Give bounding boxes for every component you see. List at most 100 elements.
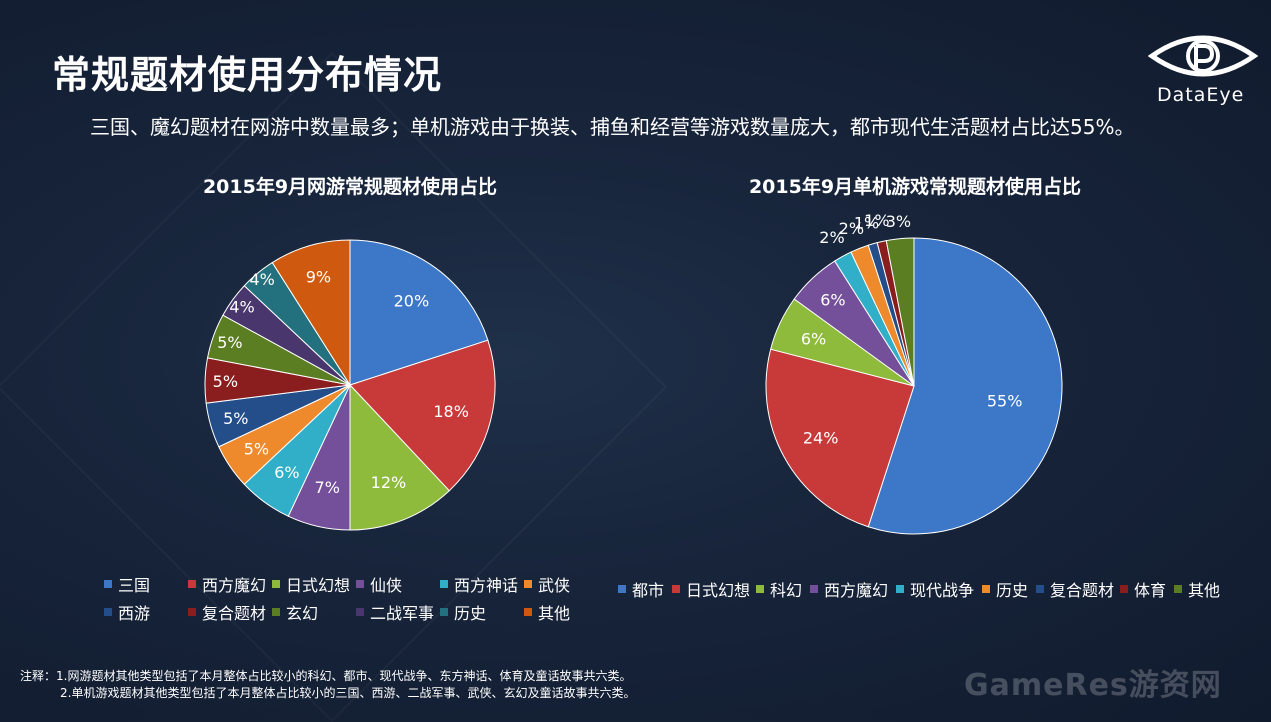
online-legend-item-6: 西游: [104, 600, 150, 624]
online-legend-label-9: 二战军事: [370, 604, 435, 623]
online-legend-label-3: 仙侠: [370, 576, 403, 595]
single-legend-swatch-6: [1036, 585, 1044, 593]
single-legend-swatch-8: [1174, 585, 1182, 593]
online-slice-label-0: 20%: [394, 292, 430, 311]
online-legend-label-4: 西方神话: [454, 576, 519, 595]
single-legend-item-8: 其他: [1174, 577, 1220, 601]
single-slice-label-1: 24%: [803, 428, 839, 447]
single-legend-swatch-5: [982, 585, 990, 593]
single-slice-label-6: 1%: [854, 214, 879, 233]
dataeye-logo: DataEye: [1148, 30, 1258, 110]
page-subtitle: 三国、魔幻题材在网游中数量最多；单机游戏由于换装、捕鱼和经营等游戏数量庞大，都市…: [90, 115, 1135, 139]
online-slice-2: [349, 383, 450, 531]
single-legend-item-3: 西方魔幻: [810, 577, 888, 601]
online-legend-swatch-11: [524, 608, 532, 616]
online-legend-swatch-6: [104, 608, 112, 616]
online-slice-label-6: 5%: [223, 409, 248, 428]
single-legend-swatch-7: [1120, 585, 1128, 593]
single-legend-swatch-4: [896, 585, 904, 593]
online-legend-item-1: 西方魔幻: [188, 572, 266, 596]
chart-1-title: 2015年9月网游常规题材使用占比: [202, 176, 498, 198]
single-legend-item-6: 复合题材: [1036, 577, 1114, 601]
single-legend-item-2: 科幻: [756, 577, 802, 601]
single-legend-swatch-3: [810, 585, 818, 593]
online-legend-swatch-4: [440, 580, 448, 588]
online-slice-label-11: 9%: [306, 267, 331, 286]
online-slice-0: [349, 239, 489, 386]
single-slice-label-8: 3%: [886, 212, 911, 231]
online-legend-item-0: 三国: [104, 572, 150, 596]
online-slice-label-5: 5%: [244, 440, 269, 459]
footnote-line-2: 2.单机游戏题材其他类型包括了本月整体占比较小的三国、西游、二战军事、武侠、玄幻…: [60, 686, 636, 700]
online-legend-item-11: 其他: [524, 600, 570, 624]
single-legend-swatch-2: [756, 585, 764, 593]
online-legend-label-5: 武侠: [538, 576, 571, 595]
online-slice-label-8: 5%: [217, 333, 242, 352]
online-legend-item-3: 仙侠: [356, 572, 402, 596]
single-slice-label-5: 2%: [839, 219, 864, 238]
online-legend-item-2: 日式幻想: [272, 572, 350, 596]
single-legend-label-7: 体育: [1134, 581, 1167, 600]
single-legend-swatch-0: [618, 585, 626, 593]
online-legend-swatch-3: [356, 580, 364, 588]
online-legend-swatch-2: [272, 580, 280, 588]
online-legend-swatch-10: [440, 608, 448, 616]
online-legend-label-11: 其他: [538, 604, 571, 623]
chart-2-title: 2015年9月单机游戏常规题材使用占比: [748, 176, 1082, 198]
online-legend-item-9: 二战军事: [356, 600, 434, 624]
online-slice-label-7: 5%: [213, 372, 238, 391]
single-legend-item-5: 历史: [982, 577, 1028, 601]
online-slice-label-2: 12%: [371, 473, 407, 492]
online-legend-label-1: 西方魔幻: [202, 576, 267, 595]
single-slice-label-7: 1%: [864, 211, 889, 230]
online-slice-11: [271, 239, 351, 387]
single-legend-label-8: 其他: [1188, 581, 1221, 600]
online-legend-swatch-7: [188, 608, 196, 616]
online-legend-swatch-0: [104, 580, 112, 588]
online-slice-1: [349, 339, 496, 492]
online-legend-label-2: 日式幻想: [286, 576, 351, 595]
online-slice-label-4: 6%: [274, 463, 299, 482]
online-slice-label-9: 4%: [229, 298, 254, 317]
online-legend-label-10: 历史: [454, 604, 487, 623]
online-legend-label-6: 西游: [118, 604, 151, 623]
single-legend-label-6: 复合题材: [1050, 581, 1115, 600]
online-legend-label-0: 三国: [118, 576, 151, 595]
single-slice-label-4: 2%: [819, 228, 844, 247]
online-legend-item-10: 历史: [440, 600, 486, 624]
page-title: 常规题材使用分布情况: [52, 53, 443, 97]
single-legend-swatch-1: [672, 585, 680, 593]
online-legend-item-8: 玄幻: [272, 600, 318, 624]
single-legend-item-1: 日式幻想: [672, 577, 750, 601]
single-slice-8: [885, 237, 915, 387]
single-legend-item-4: 现代战争: [896, 577, 974, 601]
single-slice-label-2: 6%: [801, 330, 826, 349]
single-legend-item-0: 都市: [618, 577, 664, 601]
online-legend-item-7: 复合题材: [188, 600, 266, 624]
single-legend-label-1: 日式幻想: [686, 581, 751, 600]
online-slice-label-10: 4%: [249, 270, 274, 289]
online-legend-swatch-1: [188, 580, 196, 588]
online-slice-label-3: 7%: [315, 478, 340, 497]
single-legend-label-0: 都市: [632, 581, 665, 600]
online-legend-swatch-9: [356, 608, 364, 616]
online-legend-label-8: 玄幻: [286, 604, 319, 623]
footnote-prefix: 注释：: [20, 669, 57, 683]
single-legend-label-5: 历史: [996, 581, 1029, 600]
eye-logo-icon: [1148, 35, 1258, 77]
online-legend-item-4: 西方神话: [440, 572, 518, 596]
online-legend-swatch-8: [272, 608, 280, 616]
single-legend-label-4: 现代战争: [910, 581, 975, 600]
online-legend-item-5: 武侠: [524, 572, 570, 596]
single-slice-label-0: 55%: [987, 391, 1023, 410]
online-legend-label-7: 复合题材: [202, 604, 267, 623]
single-slice-label-3: 6%: [820, 291, 845, 310]
online-slice-label-1: 18%: [433, 402, 469, 421]
logo-text: DataEye: [1157, 84, 1245, 106]
single-legend-item-7: 体育: [1120, 577, 1166, 601]
footnote-line-1: 1.网游题材其他类型包括了本月整体占比较小的科幻、都市、现代战争、东方神话、体育…: [56, 669, 632, 683]
single-legend-label-2: 科幻: [770, 581, 803, 600]
single-legend-label-3: 西方魔幻: [824, 581, 889, 600]
online-legend-swatch-5: [524, 580, 532, 588]
watermark: GameRes游资网: [964, 668, 1222, 703]
